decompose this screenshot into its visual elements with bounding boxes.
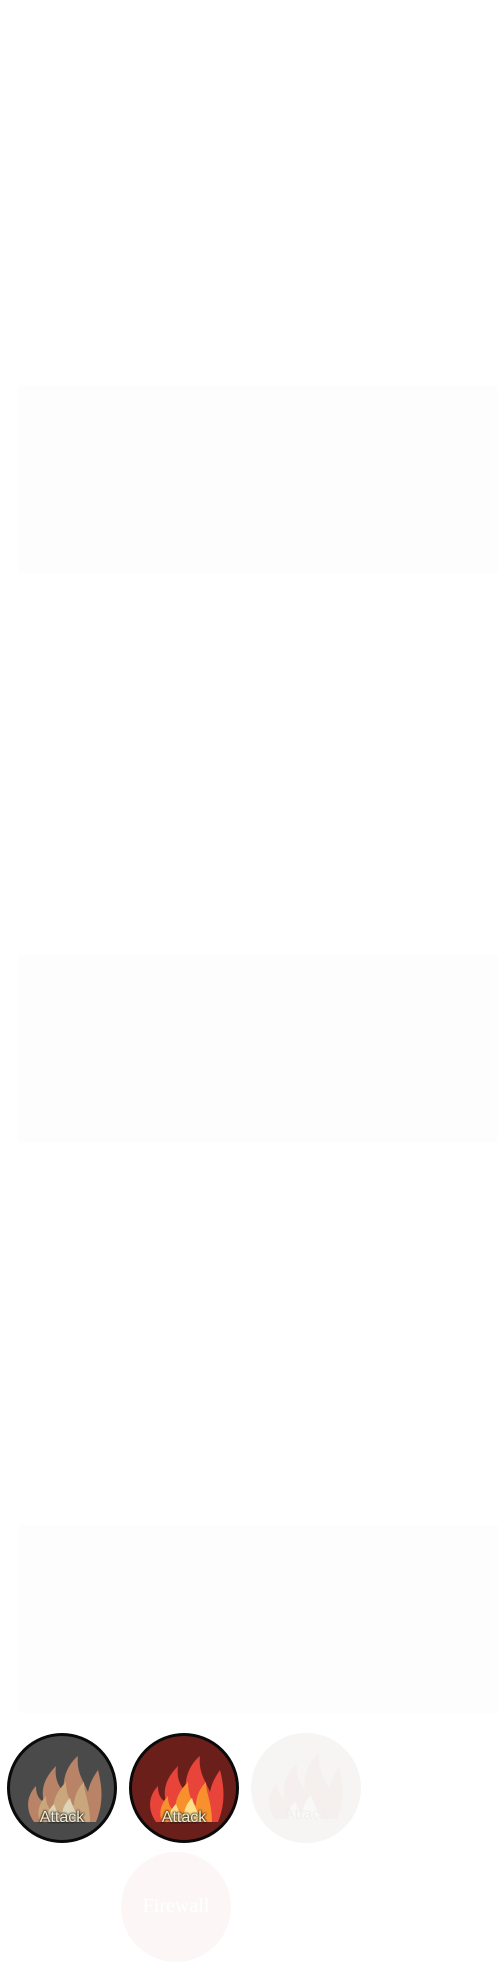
attack-button-faded[interactable]: Attack bbox=[251, 1733, 361, 1843]
fire-icon bbox=[269, 1753, 343, 1819]
firewall-button-faded[interactable]: Firewall bbox=[121, 1852, 231, 1962]
empty-panel bbox=[18, 1525, 498, 1713]
empty-panel bbox=[18, 385, 498, 573]
firewall-label: Firewall bbox=[142, 1895, 210, 1917]
empty-panel bbox=[18, 955, 498, 1143]
attack-button-active[interactable]: Attack bbox=[129, 1733, 239, 1843]
fire-icon bbox=[28, 1756, 102, 1822]
fire-icon bbox=[150, 1756, 224, 1822]
attack-button-disabled[interactable]: Attack bbox=[7, 1733, 117, 1843]
